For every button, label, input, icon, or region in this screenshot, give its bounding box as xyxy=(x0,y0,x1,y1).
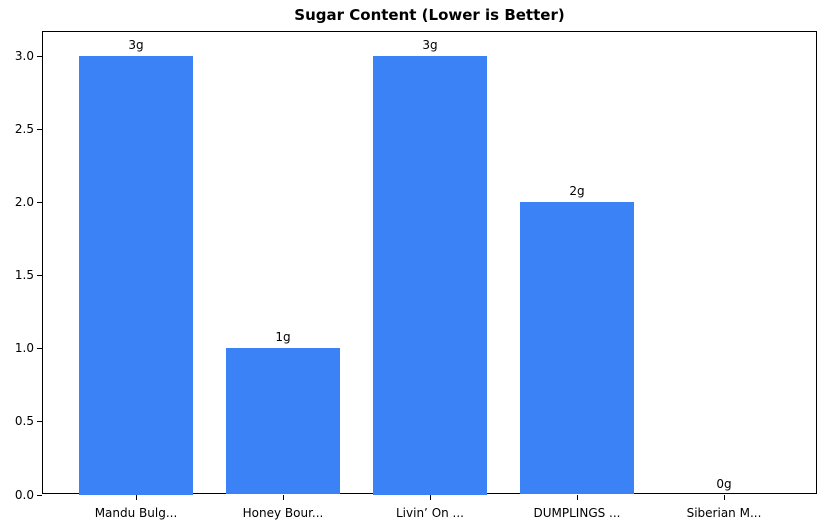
y-tick-label: 0.0 xyxy=(14,487,34,502)
x-tick-label: Mandu Bulg... xyxy=(94,506,178,520)
bar-value-label: 1g xyxy=(275,330,291,345)
y-tick-mark xyxy=(37,421,42,423)
y-tick-label: 1.0 xyxy=(14,341,34,356)
bar xyxy=(520,201,634,495)
y-tick-mark xyxy=(37,128,42,130)
y-tick-label: 2.5 xyxy=(14,121,34,136)
y-tick-label: 2.0 xyxy=(14,194,34,209)
bar-value-label: 0g xyxy=(716,476,732,491)
x-tick-label: Honey Bour... xyxy=(242,506,324,520)
y-tick-mark xyxy=(37,494,42,496)
x-tick-mark xyxy=(577,495,578,500)
x-tick-mark xyxy=(430,495,431,500)
bar-value-label: 2g xyxy=(569,183,585,198)
bar-value-label: 3g xyxy=(128,37,144,52)
x-tick-mark xyxy=(724,495,725,500)
x-tick-label: Livin’ On ... xyxy=(396,506,464,520)
y-tick-label: 1.5 xyxy=(14,268,34,282)
y-tick-label: 0.5 xyxy=(14,414,34,429)
y-tick-mark xyxy=(37,275,42,276)
bar-value-label: 3g xyxy=(422,37,438,52)
bar xyxy=(79,55,193,495)
y-tick-mark xyxy=(37,201,42,203)
y-tick-label: 3.0 xyxy=(14,48,34,63)
bar xyxy=(226,348,340,495)
x-tick-label: DUMPLINGS ... xyxy=(533,506,621,520)
bar xyxy=(373,55,487,495)
x-tick-label: Siberian M... xyxy=(686,506,762,520)
y-tick-mark xyxy=(37,348,42,350)
x-tick-mark xyxy=(283,495,284,500)
chart-title: Sugar Content (Lower is Better) xyxy=(294,6,565,24)
y-tick-mark xyxy=(37,55,42,57)
x-tick-mark xyxy=(136,495,137,500)
